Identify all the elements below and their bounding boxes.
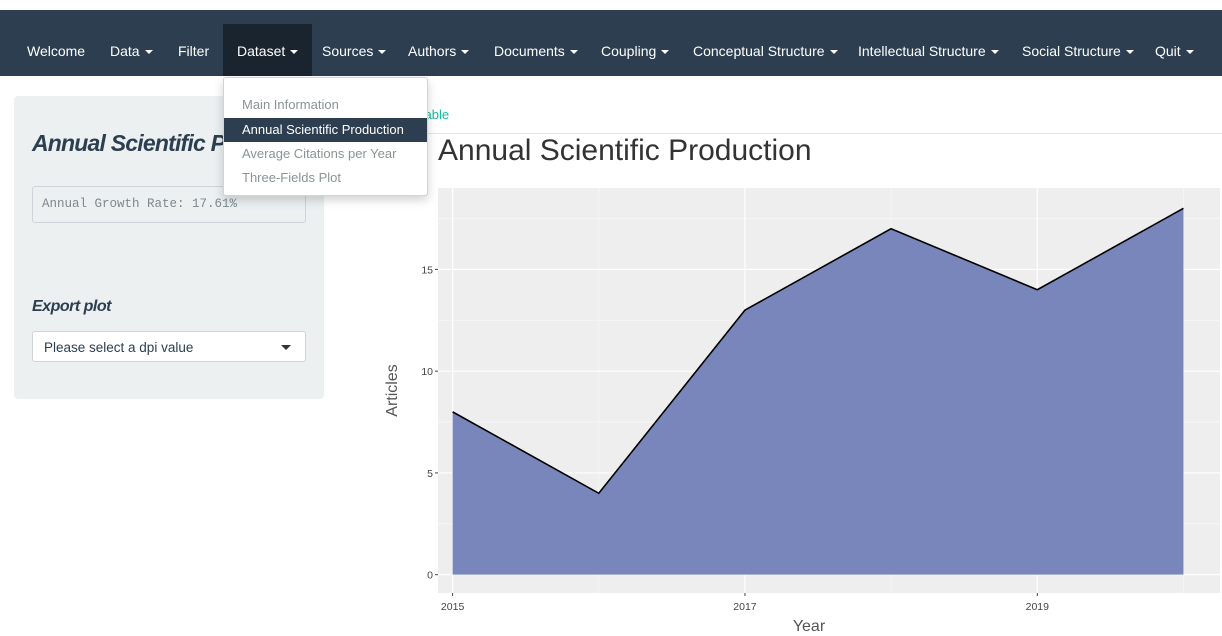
x-axis-label: Year <box>793 618 826 635</box>
x-tick-label: 2019 <box>1026 601 1050 613</box>
dataset-dropdown-menu: Main Information Annual Scientific Produc… <box>223 77 428 196</box>
caret-down-icon <box>569 50 578 55</box>
export-plot-label: Export plot <box>32 298 111 315</box>
y-axis-label: Articles <box>384 364 401 416</box>
y-tick-label: 0 <box>427 570 433 582</box>
caret-down-icon <box>290 50 299 55</box>
dpi-select[interactable]: Please select a dpi value <box>32 331 306 362</box>
nav-item-label: Sources <box>322 43 374 59</box>
nav-item-quit[interactable]: Quit <box>1155 24 1194 76</box>
caret-down-icon <box>461 50 470 55</box>
series-line <box>452 207 1184 495</box>
caret-down-icon <box>990 50 999 55</box>
chevron-down-icon <box>281 345 291 350</box>
y-tick-label: 10 <box>421 366 433 378</box>
nav-item-label: Data <box>110 43 140 59</box>
y-tick-label: 15 <box>421 264 433 276</box>
dropdown-item-annual-scientific-production[interactable]: Annual Scientific Production <box>224 118 427 142</box>
nav-item-label: Welcome <box>27 43 86 59</box>
nav-item-data[interactable]: Data <box>110 24 153 76</box>
caret-down-icon <box>661 50 670 55</box>
tab-divider <box>427 133 1222 134</box>
nav-item-label: Dataset <box>237 43 286 59</box>
caret-down-icon <box>829 50 838 55</box>
caret-down-icon <box>1185 50 1194 55</box>
nav-item-sources[interactable]: Sources <box>322 24 387 76</box>
dropdown-item-three-fields-plot[interactable]: Three-Fields Plot <box>242 170 341 185</box>
nav-item-welcome[interactable]: Welcome <box>27 24 85 76</box>
nav-item-label: Coupling <box>601 43 657 59</box>
nav-item-social-structure[interactable]: Social Structure <box>1022 24 1134 76</box>
annual-production-chart: 0 5 10 15 2015 2017 2019 Articles Year <box>384 188 1220 635</box>
x-tick-label: 2015 <box>441 601 465 613</box>
area-fill <box>452 208 1184 575</box>
x-axis-ticks: 2015 2017 2019 <box>441 593 1049 613</box>
nav-item-conceptual-structure[interactable]: Conceptual Structure <box>693 24 838 76</box>
x-tick-label: 2017 <box>733 601 757 613</box>
nav-item-label: Social Structure <box>1022 43 1121 59</box>
nav-item-authors[interactable]: Authors <box>408 24 470 76</box>
tab-table[interactable]: Table <box>427 107 457 122</box>
caret-down-icon <box>144 50 153 55</box>
nav-item-documents[interactable]: Documents <box>494 24 578 76</box>
nav-item-filter[interactable]: Filter <box>178 24 209 76</box>
navbar: Welcome Data Filter Dataset Sources Authors Do… <box>0 10 1222 76</box>
nav-item-label: Filter <box>178 43 210 59</box>
nav-item-label: Conceptual Structure <box>693 43 825 59</box>
y-axis-ticks: 0 5 10 15 <box>421 264 438 582</box>
tab-table-label: Table <box>427 107 450 122</box>
nav-item-coupling[interactable]: Coupling <box>601 24 670 76</box>
top-strip <box>0 0 1222 10</box>
dropdown-item-average-citations-per-year[interactable]: Average Citations per Year <box>242 146 397 161</box>
plot-title: Annual Scientific Production <box>438 134 812 167</box>
nav-item-label: Quit <box>1155 43 1181 59</box>
nav-item-label: Documents <box>494 43 565 59</box>
caret-down-icon <box>378 50 387 55</box>
y-tick-label: 5 <box>427 468 433 480</box>
nav-item-intellectual-structure[interactable]: Intellectual Structure <box>858 24 999 76</box>
growth-rate-output: Annual Growth Rate: 17.61% <box>32 186 306 223</box>
caret-down-icon <box>1125 50 1134 55</box>
dpi-select-value: Please select a dpi value <box>44 340 194 355</box>
nav-item-label: Authors <box>408 43 457 59</box>
nav-item-label: Intellectual Structure <box>858 43 986 59</box>
nav-item-dataset[interactable]: Dataset <box>223 24 313 76</box>
dropdown-item-main-information[interactable]: Main Information <box>242 97 339 112</box>
